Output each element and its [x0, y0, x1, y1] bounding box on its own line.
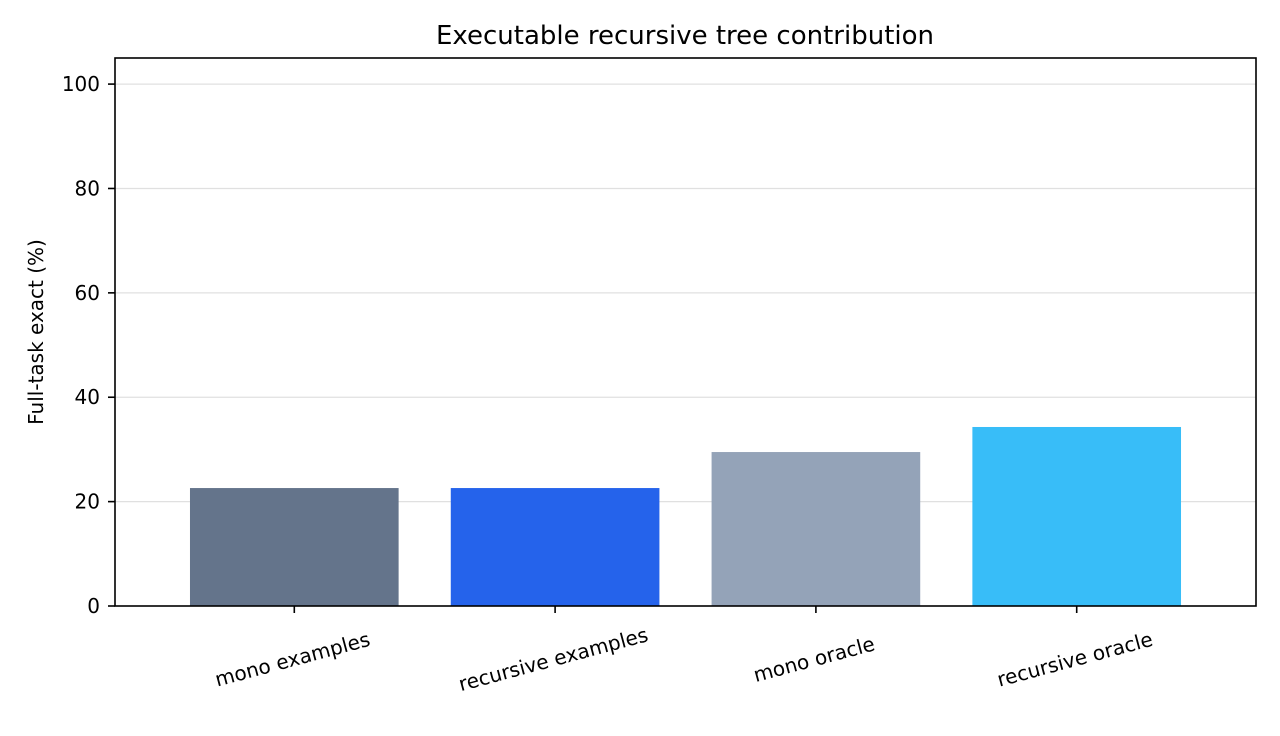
x-tick-label: mono oracle [751, 632, 878, 687]
bar [189, 488, 399, 606]
x-tick-label: mono examples [212, 627, 372, 691]
y-axis: 0 20 40 60 80 100 [62, 72, 115, 618]
y-tick-label: 0 [87, 594, 100, 618]
x-tick-label: recursive oracle [994, 627, 1155, 692]
bars [189, 426, 1182, 606]
bar [711, 452, 921, 606]
chart-title: Executable recursive tree contribution [436, 21, 934, 51]
y-tick-label: 60 [75, 281, 100, 305]
x-axis: mono examples recursive examples mono orac… [212, 606, 1155, 696]
x-tick-label: recursive examples [456, 622, 651, 696]
bar [972, 426, 1182, 606]
plot-frame [114, 57, 1257, 607]
bar [450, 488, 660, 606]
y-axis-label: Full-task exact (%) [24, 239, 48, 425]
y-tick-label: 20 [75, 490, 100, 514]
y-tick-label: 40 [75, 385, 100, 409]
y-tick-label: 80 [75, 176, 100, 200]
y-tick-label: 100 [62, 72, 100, 96]
